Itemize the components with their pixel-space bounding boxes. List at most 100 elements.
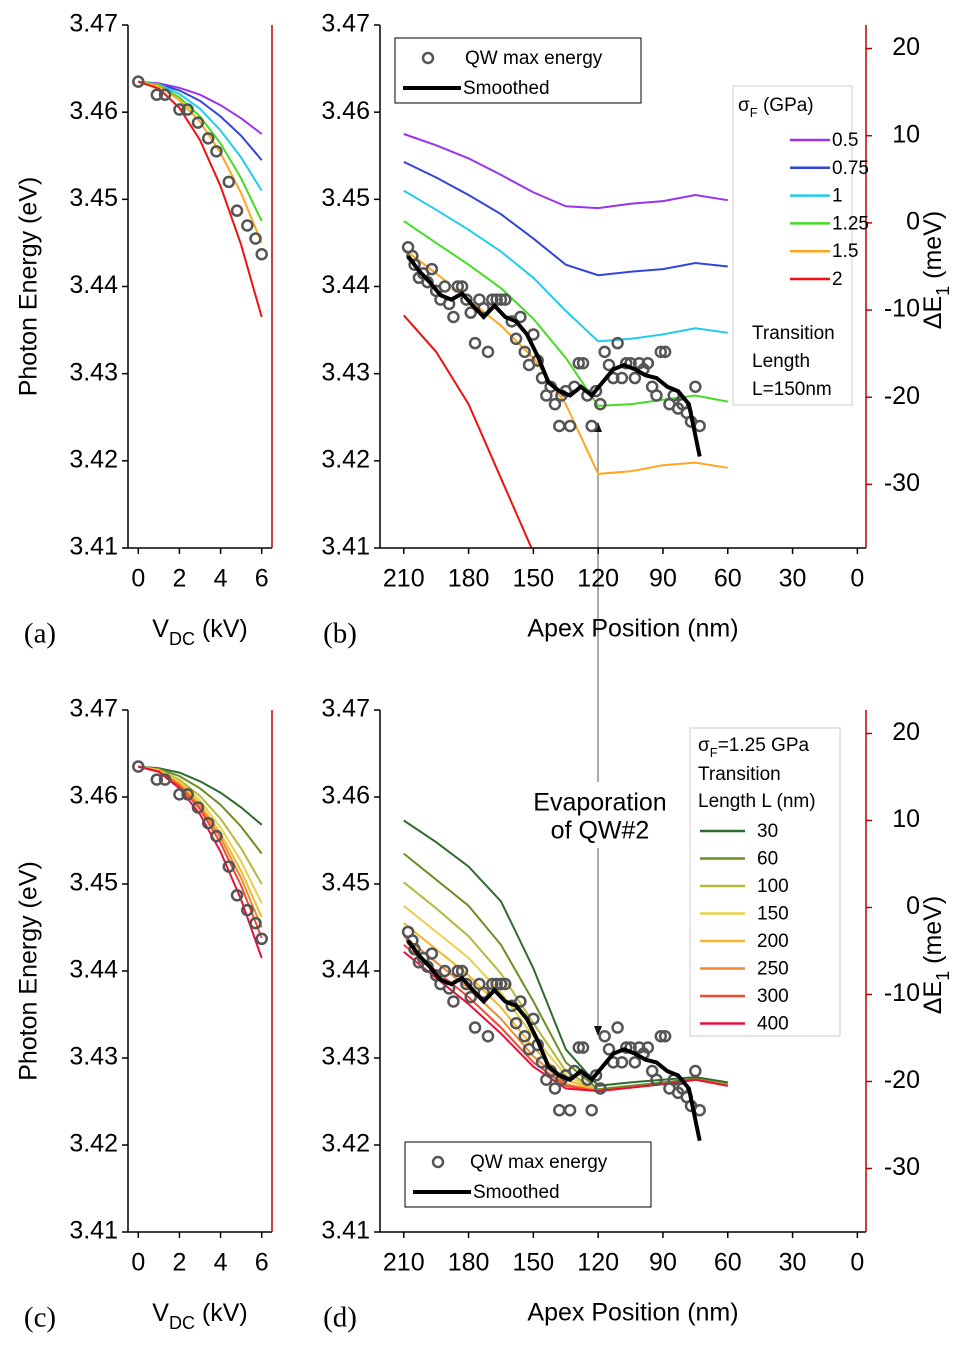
data-point	[658, 1030, 672, 1043]
data-point	[641, 1041, 655, 1054]
x-axis-label-part: DC	[169, 629, 195, 649]
annotation: of QW#2	[551, 817, 650, 845]
legend-box	[689, 727, 841, 1037]
data-point	[628, 371, 642, 385]
y2-axis-label-part: 1	[933, 971, 953, 981]
data-point	[201, 816, 215, 830]
y-tick-label: 3.46	[69, 782, 118, 810]
data-point	[210, 145, 223, 158]
data-point	[464, 306, 477, 319]
data-point	[572, 356, 585, 370]
plot-area	[401, 133, 728, 548]
data-point	[499, 293, 512, 306]
series-line	[138, 80, 263, 192]
y-tick-label: 3.46	[69, 97, 118, 125]
y-tick-label: 3.44	[69, 956, 118, 984]
x-tick-label: 150	[513, 1249, 555, 1277]
panel-label: (d)	[323, 1302, 357, 1334]
data-point	[514, 995, 527, 1008]
data-point	[460, 977, 473, 991]
data-point	[249, 232, 262, 245]
y-tick-label: 3.44	[321, 956, 370, 984]
data-point	[611, 1021, 624, 1034]
legend-label: 60	[757, 849, 778, 870]
data-point	[572, 1041, 585, 1054]
y2-tick-label: -30	[884, 469, 920, 497]
data-point	[654, 1030, 668, 1043]
legend-label: Smoothed	[463, 78, 550, 99]
y2-axis-label: ΔE1 (meV)	[919, 896, 953, 1014]
data-point	[181, 788, 194, 801]
y-tick-label: 3.47	[321, 695, 370, 723]
y-axis-label: Photon Energy (eV)	[15, 861, 43, 1081]
data-point	[548, 1082, 562, 1095]
legend-label: 1.5	[832, 241, 858, 262]
y-tick-label: 3.46	[321, 97, 370, 125]
y2-axis-label: ΔE1 (meV)	[919, 211, 953, 329]
data-point	[447, 995, 460, 1008]
data-point	[509, 1016, 523, 1030]
data-point	[585, 419, 598, 433]
data-point	[191, 801, 205, 814]
data-point	[201, 132, 215, 145]
y-tick-label: 3.41	[69, 1217, 118, 1245]
x-tick-label: 180	[448, 565, 490, 593]
x-axis-label: VDC (kV)	[152, 615, 247, 649]
x-tick-label: 0	[131, 565, 145, 593]
series-line	[403, 881, 728, 1093]
data-point	[468, 1021, 482, 1034]
y2-tick-label: 10	[892, 120, 920, 148]
data-point	[611, 336, 624, 350]
legend-box	[394, 37, 642, 104]
legend-note: Length L (nm)	[698, 791, 816, 812]
y-tick-label: 3.47	[321, 10, 370, 38]
legend-label: 0.5	[832, 130, 858, 151]
data-point	[650, 1073, 663, 1086]
data-point	[477, 986, 490, 999]
data-point	[460, 293, 473, 306]
y-tick-label: 3.47	[69, 695, 118, 723]
x-tick-label: 90	[649, 565, 677, 593]
data-point	[158, 88, 172, 101]
data-point	[615, 371, 629, 385]
data-point	[241, 903, 254, 917]
data-point	[615, 1056, 629, 1069]
data-point	[499, 977, 512, 991]
data-point	[494, 977, 508, 991]
y-tick-label: 3.42	[69, 1130, 118, 1158]
y2-tick-label: 0	[906, 207, 920, 235]
y2-axis-label-part: ΔE	[919, 981, 947, 1014]
x-tick-label: 2	[172, 1249, 186, 1277]
legend-label: 30	[757, 821, 778, 842]
panel-label: (b)	[323, 618, 357, 650]
data-point	[173, 788, 186, 801]
x-tick-label: 2	[172, 565, 186, 593]
legend-note: Transition	[698, 764, 781, 785]
x-tick-label: 0	[850, 565, 864, 593]
legend-marker	[421, 51, 435, 65]
x-tick-label: 180	[448, 1249, 490, 1277]
data-point	[191, 116, 205, 129]
legend-title-part: =1.25 GPa	[718, 735, 810, 756]
data-point	[589, 1069, 603, 1082]
series-line	[403, 819, 728, 1087]
data-point	[132, 75, 145, 88]
y2-tick-label: -30	[884, 1153, 920, 1181]
data-point	[658, 345, 672, 359]
data-point	[553, 419, 566, 433]
legend-title-part: F	[710, 745, 718, 760]
data-point	[464, 990, 477, 1004]
data-point	[468, 336, 482, 350]
series-line	[403, 133, 728, 210]
series-line	[403, 935, 728, 1093]
data-point	[210, 829, 223, 843]
data-point	[594, 397, 607, 411]
y-tick-label: 3.41	[321, 1217, 370, 1245]
y2-axis-label-part: (meV)	[919, 896, 947, 971]
data-point	[222, 175, 236, 189]
series-line	[403, 220, 728, 407]
y2-tick-label: 0	[906, 892, 920, 920]
y2-axis-label-part: (meV)	[919, 211, 947, 286]
data-point	[451, 280, 465, 293]
